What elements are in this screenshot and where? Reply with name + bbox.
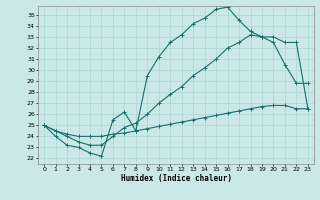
X-axis label: Humidex (Indice chaleur): Humidex (Indice chaleur): [121, 174, 231, 183]
